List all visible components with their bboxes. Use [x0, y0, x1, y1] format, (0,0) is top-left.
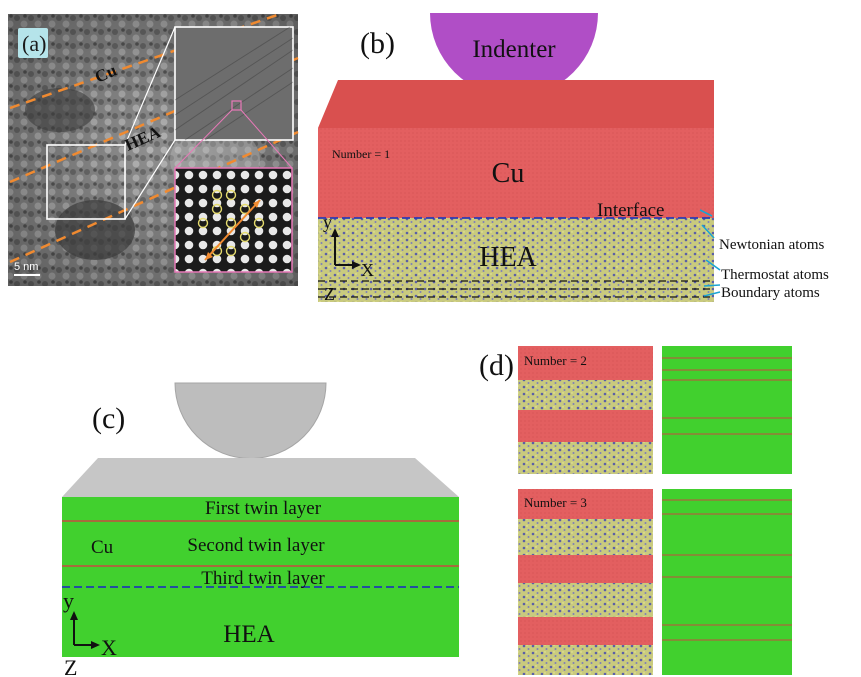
first-twin-label: First twin layer: [205, 498, 322, 519]
cu-block: [318, 128, 714, 218]
panel-c: (c) First twin layer Second twin layer T…: [62, 382, 459, 677]
indenter-c: [174, 382, 327, 459]
svg-text:Z: Z: [64, 655, 77, 677]
number-label-b: Number = 1: [332, 147, 390, 161]
number-2-label: Number = 2: [524, 353, 587, 368]
cu-label-b: Cu: [492, 158, 525, 189]
number-2-atoms-view: Number = 2: [518, 346, 653, 474]
svg-text:X: X: [361, 260, 374, 280]
dashed-boundary-3: [9, 130, 299, 264]
newtonian-label: Newtonian atoms: [719, 237, 825, 253]
axes-b: y X Z: [323, 212, 374, 304]
block-body-c: [62, 497, 459, 657]
zoomed-inset: [174, 26, 294, 141]
third-twin-label: Third twin layer: [201, 568, 325, 589]
cu-block-top: [318, 80, 714, 128]
svg-text:y: y: [63, 588, 74, 613]
panel-c-label: (c): [92, 402, 125, 435]
number-3-twin-view: [662, 489, 792, 675]
indenter: [430, 13, 598, 97]
panel-b: (b) Indenter Number = 1 Cu HEA y X Z Int…: [318, 13, 829, 304]
hea-block: [318, 218, 714, 302]
panel-d: (d) Number = 2 Number = 3: [479, 346, 792, 675]
thermostat-label: Thermostat atoms: [721, 267, 829, 283]
block-top-c: [62, 458, 459, 497]
axes-c: y X Z: [63, 588, 117, 677]
svg-text:X: X: [101, 635, 117, 660]
svg-text:y: y: [323, 212, 332, 232]
annotation-arrows: [699, 209, 721, 297]
panel-d-label: (d): [479, 349, 514, 382]
hea-label-c: HEA: [223, 621, 274, 648]
number-3-label: Number = 3: [524, 495, 587, 510]
interface-label: Interface: [597, 200, 665, 221]
hea-label-b: HEA: [479, 242, 537, 273]
svg-text:Z: Z: [324, 284, 335, 304]
second-twin-label: Second twin layer: [187, 535, 325, 556]
number-3-atoms-view: Number = 3: [518, 489, 653, 675]
panel-b-label: (b): [360, 27, 395, 60]
panel-a: (a) Cu HEA 5 nm: [8, 12, 299, 286]
number-2-twin-view: [662, 346, 792, 474]
scale-bar-label: 5 nm: [14, 261, 38, 273]
panel-a-label: (a): [22, 31, 46, 56]
zoom-box: [46, 144, 126, 220]
indenter-label: Indenter: [472, 36, 556, 63]
cu-label-c: Cu: [91, 537, 114, 558]
orientation-arrow: [204, 199, 261, 261]
boundary-label: Boundary atoms: [721, 285, 820, 301]
